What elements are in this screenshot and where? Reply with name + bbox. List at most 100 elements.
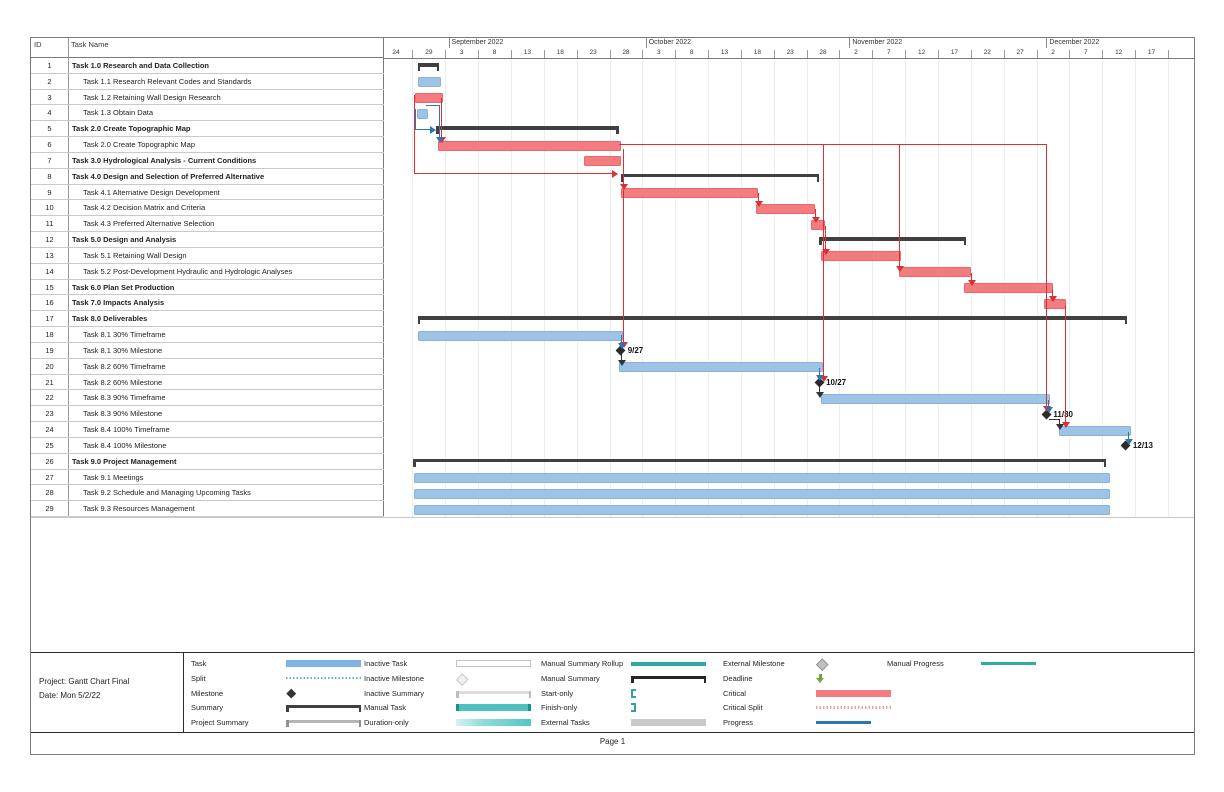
summary-bar[interactable] bbox=[417, 316, 1128, 320]
task-id: 28 bbox=[45, 488, 54, 498]
table-row[interactable]: 16 Task 7.0 Impacts Analysis bbox=[31, 295, 384, 312]
task-id: 7 bbox=[47, 155, 52, 165]
tick-separator bbox=[905, 50, 907, 58]
summary-bar[interactable] bbox=[413, 458, 1107, 463]
legend-bar bbox=[456, 719, 531, 727]
task-bar[interactable] bbox=[417, 108, 429, 119]
table-row[interactable]: 7 Task 3.0 Hydrological Analysis - Curren… bbox=[31, 153, 384, 169]
task-name-column-header: Task Name bbox=[71, 40, 109, 49]
tick-label: 17 bbox=[1147, 49, 1156, 56]
tick-label: 8 bbox=[492, 49, 497, 56]
task-name: Task 7.0 Impacts Analysis bbox=[72, 298, 165, 308]
gridline bbox=[773, 59, 775, 517]
table-row[interactable]: 18 Task 8.1 30% Timeframe bbox=[31, 327, 384, 343]
critical-task-bar[interactable] bbox=[821, 251, 902, 262]
table-row[interactable]: 25 Task 8.4 100% Milestone bbox=[31, 438, 384, 454]
legend-item-label: External Milestone bbox=[723, 659, 785, 668]
table-row[interactable]: 11 Task 4.3 Preferred Alternative Selecti… bbox=[31, 216, 384, 233]
gridline bbox=[609, 59, 611, 517]
table-row[interactable]: 27 Task 9.1 Meetings bbox=[31, 470, 384, 486]
milestone-date-label: 12/13 bbox=[1132, 441, 1153, 451]
tick-label: 13 bbox=[523, 49, 531, 56]
legend-bar bbox=[631, 688, 636, 698]
table-row[interactable]: 10 Task 4.2 Decision Matrix and Criteria bbox=[31, 200, 384, 217]
timeline-panel: September 2022 October 2022 November 2022 D… bbox=[384, 38, 1194, 517]
legend-swatch-bar-salmon bbox=[816, 689, 891, 698]
legend-swatch-bar-gray bbox=[631, 718, 706, 727]
legend-swatch-summary-gray bbox=[286, 718, 361, 728]
summary-bar[interactable] bbox=[620, 173, 820, 178]
link-segment bbox=[623, 190, 625, 342]
task-name: Task 8.2 60% Milestone bbox=[83, 377, 163, 387]
table-row[interactable]: 17 Task 8.0 Deliverables bbox=[31, 311, 384, 328]
summary-bar[interactable] bbox=[436, 126, 619, 130]
table-row[interactable]: 22 Task 8.3 90% Timeframe bbox=[31, 390, 384, 407]
table-row[interactable]: 24 Task 8.4 100% Timeframe bbox=[31, 422, 384, 438]
task-bar[interactable] bbox=[413, 488, 1111, 499]
table-row[interactable]: 13 Task 5.1 Retaining Wall Design bbox=[31, 248, 384, 264]
legend-summary-cap bbox=[703, 675, 706, 683]
table-row[interactable]: 3 Task 1.2 Retaining Wall Design Research bbox=[31, 90, 384, 106]
critical-task-bar[interactable] bbox=[620, 188, 759, 199]
table-row[interactable]: 23 Task 8.3 90% Milestone bbox=[31, 406, 384, 423]
tick-label: 12 bbox=[1115, 49, 1123, 56]
table-row[interactable]: 26 Task 9.0 Project Management bbox=[31, 454, 384, 470]
table-row[interactable]: 14 Task 5.2 Post-Development Hydraulic an… bbox=[31, 264, 384, 280]
tick-separator bbox=[576, 50, 578, 58]
table-row[interactable]: 2 Task 1.1 Research Relevant Codes and St… bbox=[31, 74, 384, 90]
legend-item-label: Split bbox=[191, 673, 206, 683]
project-date: Date: Mon 5/2/22 bbox=[39, 691, 101, 700]
legend-swatch-dots-salmon bbox=[816, 703, 891, 712]
tick-separator bbox=[1102, 50, 1104, 58]
gridline bbox=[412, 59, 414, 517]
table-row[interactable]: 9 Task 4.1 Alternative Design Development bbox=[31, 185, 384, 201]
table-row[interactable]: 28 Task 9.2 Schedule and Managing Upcomin… bbox=[31, 485, 384, 502]
link-arrow-down bbox=[895, 266, 904, 272]
table-row[interactable]: 20 Task 8.2 60% Timeframe bbox=[31, 359, 384, 375]
critical-task-bar[interactable] bbox=[964, 283, 1054, 294]
task-bar[interactable] bbox=[413, 473, 1111, 484]
summary-bar-end-cap bbox=[616, 126, 619, 135]
legend-summary-bar bbox=[286, 705, 361, 709]
task-id: 12 bbox=[45, 235, 54, 245]
link-segment bbox=[441, 98, 443, 137]
task-id: 19 bbox=[45, 345, 54, 355]
table-row[interactable]: 1 Task 1.0 Research and Data Collection bbox=[31, 58, 384, 74]
task-bar[interactable] bbox=[413, 504, 1111, 515]
table-row[interactable]: 29 Task 9.3 Resources Management bbox=[31, 501, 384, 518]
table-row[interactable]: 5 Task 2.0 Create Topographic Map bbox=[31, 121, 384, 138]
legend-swatch-bar-outline bbox=[456, 659, 531, 668]
summary-bar[interactable] bbox=[417, 63, 440, 67]
critical-task-bar[interactable] bbox=[899, 267, 971, 278]
column-divider bbox=[68, 38, 69, 517]
tick-separator bbox=[609, 50, 611, 58]
task-bar[interactable] bbox=[618, 362, 824, 373]
table-row[interactable]: 6 Task 2.0 Create Topographic Map bbox=[31, 137, 384, 153]
tick-label: 28 bbox=[819, 49, 827, 56]
task-bar[interactable] bbox=[417, 77, 442, 88]
table-row[interactable]: 21 Task 8.2 60% Milestone bbox=[31, 375, 384, 391]
task-name: Task 8.0 Deliverables bbox=[72, 314, 148, 324]
table-row[interactable]: 12 Task 5.0 Design and Analysis bbox=[31, 232, 384, 248]
legend-summary-cap bbox=[286, 705, 289, 713]
critical-task-bar[interactable] bbox=[756, 203, 815, 214]
table-row[interactable]: 8 Task 4.0 Design and Selection of Prefer… bbox=[31, 169, 384, 185]
summary-bar[interactable] bbox=[819, 237, 967, 241]
task-bar[interactable] bbox=[1058, 425, 1132, 436]
critical-task-bar[interactable] bbox=[415, 93, 444, 104]
month-label: October 2022 bbox=[648, 39, 692, 46]
legend-bar bbox=[981, 662, 1036, 665]
legend-diamond bbox=[456, 673, 469, 686]
task-bar[interactable] bbox=[821, 393, 1050, 404]
table-row[interactable]: 4 Task 1.3 Obtain Data bbox=[31, 105, 384, 122]
table-row[interactable]: 15 Task 6.0 Plan Set Production bbox=[31, 280, 384, 296]
task-name: Task 1.0 Research and Data Collection bbox=[72, 61, 209, 70]
critical-task-bar[interactable] bbox=[583, 156, 621, 167]
gridline bbox=[1167, 59, 1169, 517]
legend-item-label: Task bbox=[191, 659, 207, 668]
tick-separator bbox=[773, 50, 775, 58]
task-bar[interactable] bbox=[417, 330, 623, 341]
critical-task-bar[interactable] bbox=[438, 140, 621, 151]
tick-separator bbox=[412, 50, 414, 58]
table-row[interactable]: 19 Task 8.1 30% Milestone bbox=[31, 343, 384, 359]
